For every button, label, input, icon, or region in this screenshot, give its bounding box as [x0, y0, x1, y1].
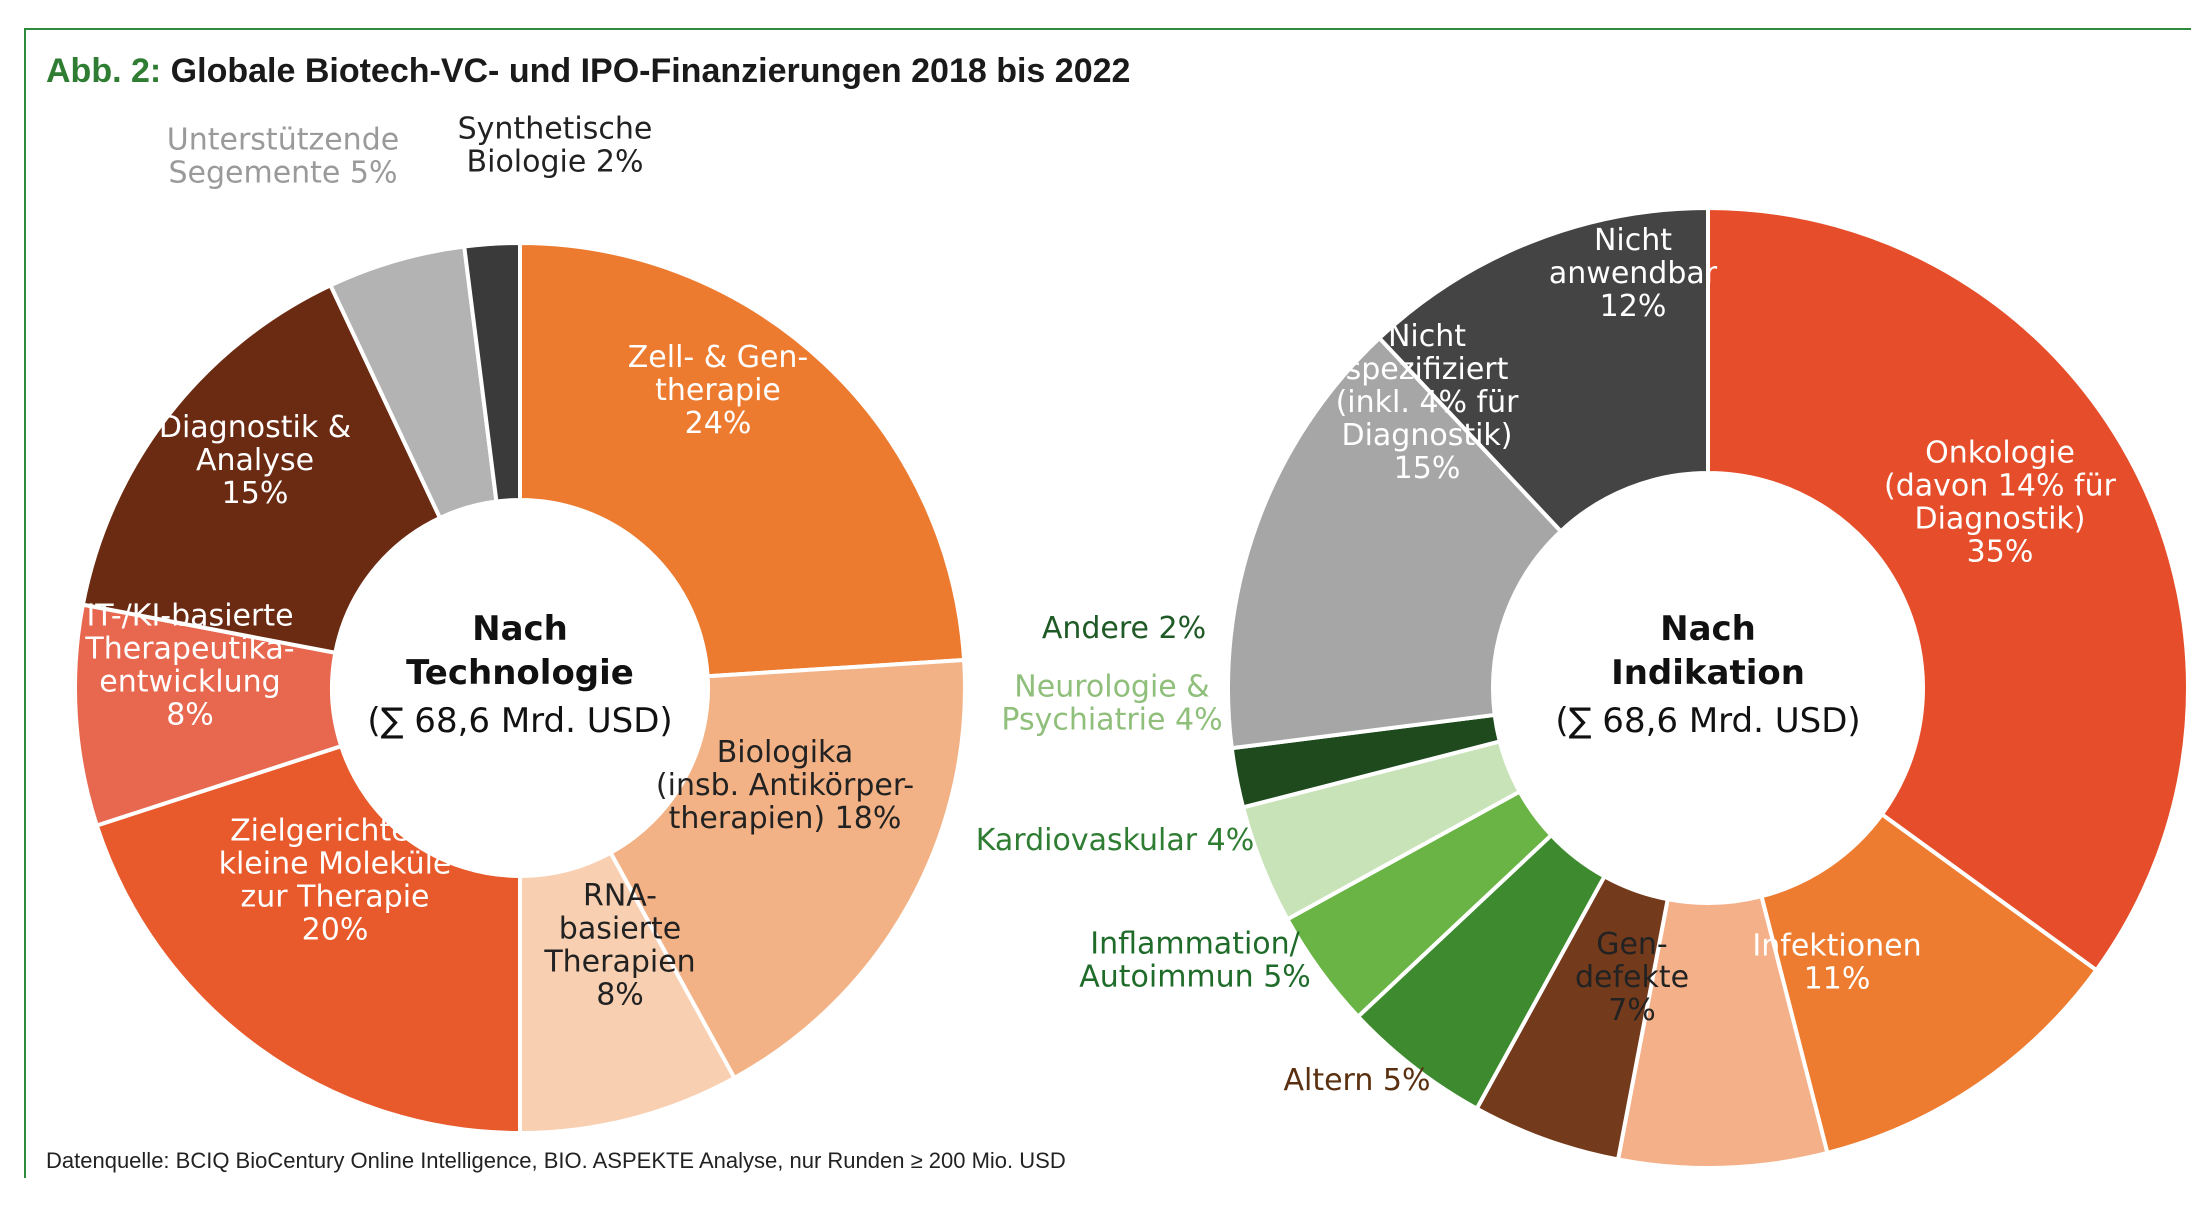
slice-label-andere: Andere 2%: [1042, 611, 1206, 646]
slice-label-nicht-spezifiziert-inkl-4-fur-diagnostik: Nicht spezifiziert (inkl. 4% für Diagnostik…: [1336, 319, 1520, 486]
slice-diagnostik-analyse: [80, 282, 443, 656]
donut-chart-indikation: Onkologie (davon 14% für Diagnostik) 35% Inf…: [976, 205, 2190, 1170]
slice-zell-gentherapie: [518, 240, 967, 679]
donut-chart-technologie: Zell- & Gen-therapie 24% Biologika (insb. A…: [73, 112, 967, 1136]
slice-label-nicht-anwendbar: Nicht anwendbar 12%: [1549, 223, 1718, 324]
slice-onkologie-davon-14-fur-diagnostik: [1706, 205, 2190, 973]
slice-nicht-anwendbar: [1376, 205, 1710, 535]
center-title: Nach Indikation: [1611, 609, 1805, 693]
slice-synthetische-biologie: [461, 240, 522, 504]
slice-label-rna-basierte-therapien: RNA-basierte Therapien 8%: [543, 879, 695, 1013]
slice-nicht-spezifiziert-inkl-4-fur-diagnostik: [1226, 335, 1564, 751]
slice-biologika-insb-antikorpertherapien: [607, 657, 967, 1081]
slice-zielgerichtete-kleine-molekule-zur-therapie: [94, 743, 522, 1136]
slice-label-altern: Altern 5%: [1283, 1063, 1430, 1098]
slice-label-zielgerichtete-kleine-molekule-zur-therapie: Zielgerichtete kleine Moleküle zur Therapi…: [219, 814, 452, 948]
slice-infektionen: [1759, 811, 2100, 1156]
slice-label-synthetische-biologie: Synthetische Biologie 2%: [458, 112, 653, 180]
slice-label-inflammation-autoimmun: Inflammation/Autoimmun 5%: [1079, 927, 1311, 995]
center-total: (∑ 68,6 Mrd. USD): [367, 701, 672, 741]
slice-label-kardiovaskular: Kardiovaskular 4%: [976, 823, 1254, 858]
slice-label-biologika-insb-antikorpertherapien: Biologika (insb. Antikörper-therapien) 18…: [656, 735, 914, 836]
figure-title-text: Globale Biotech-VC- und IPO-Finanzierung…: [170, 52, 1131, 90]
slice-label-it-ki-basierte-therapeutikaentwicklung: IT-/KI-basierte Therapeutika-entwicklung 8…: [84, 599, 294, 733]
slice-label-zell-gentherapie: Zell- & Gen-therapie 24%: [628, 340, 809, 441]
figure-frame: [24, 28, 2191, 1178]
slice-label-onkologie-davon-14-fur-diagnostik: Onkologie (davon 14% für Diagnostik) 35%: [1884, 436, 2117, 570]
figure-number: Abb. 2:: [46, 52, 162, 90]
slice-label-infektionen: Infektionen 11%: [1752, 929, 1921, 997]
center-total: (∑ 68,6 Mrd. USD): [1555, 701, 1860, 741]
slice-label-unterstutzende-segemente: Unterstützende Segemente 5%: [167, 123, 399, 191]
data-source-note: Datenquelle: BCIQ BioCentury Online Inte…: [46, 1148, 1066, 1173]
figure-title: Abb. 2: Globale Biotech-VC- und IPO-Fina…: [46, 52, 1130, 91]
slice-label-neurologie-psychiatrie: Neurologie & Psychiatrie 4%: [1001, 670, 1222, 738]
center-title: Nach Technologie: [406, 609, 634, 693]
slice-label-diagnostik-analyse: Diagnostik & Analyse 15%: [159, 410, 351, 511]
slice-label-gendefekte: Gen-defekte 7%: [1575, 927, 1689, 1028]
